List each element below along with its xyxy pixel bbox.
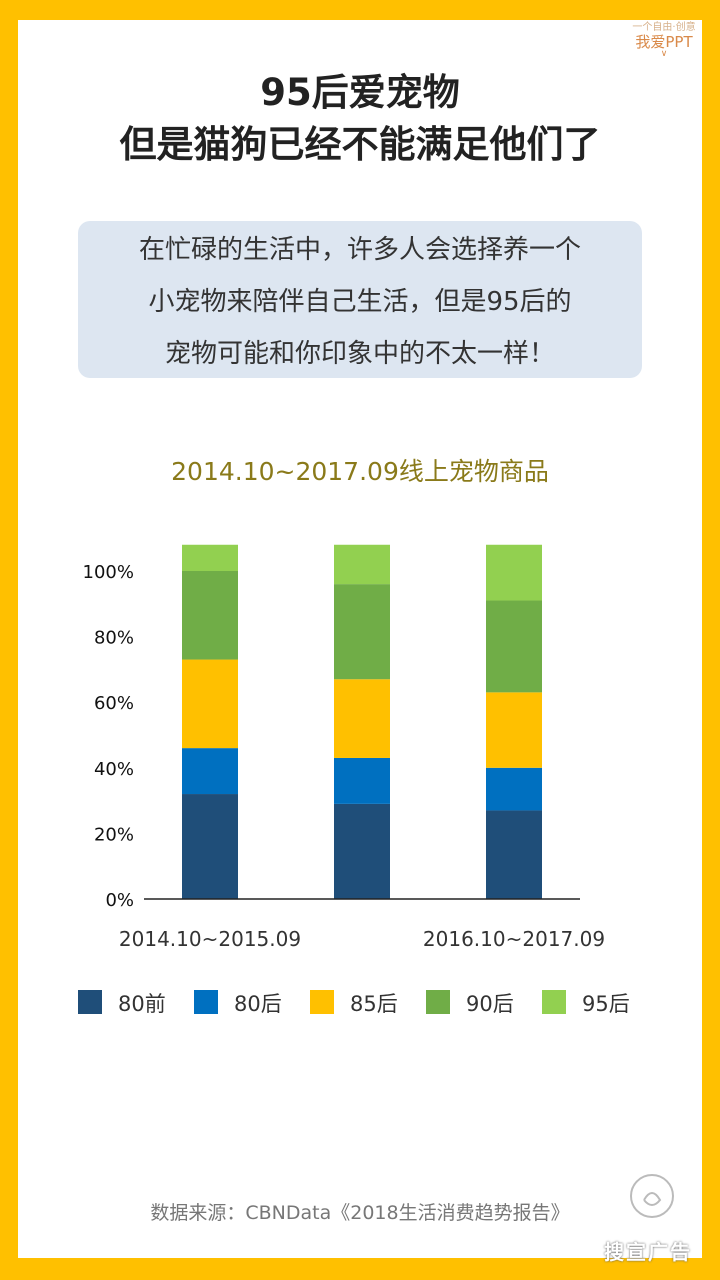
legend-swatch bbox=[194, 990, 218, 1014]
bar-segment bbox=[334, 679, 390, 758]
bar-segment bbox=[486, 692, 542, 768]
y-tick-label: 20% bbox=[94, 824, 134, 845]
legend-label: 80前 bbox=[118, 992, 166, 1016]
legend-swatch bbox=[310, 990, 334, 1014]
logo-tagline: 一个自由·创意 bbox=[632, 22, 696, 33]
brand-logo: 一个自由·创意 我爱PPT ∨ bbox=[628, 22, 700, 62]
intro-box: 在忙碌的生活中，许多人会选择养一个 小宠物来陪伴自己生活，但是95后的 宠物可能… bbox=[78, 221, 642, 378]
stacked-bar-chart: 0% 20% 40% 60% 80% 100% 2014.10~2015.09 2016.10… bbox=[83, 544, 605, 951]
y-tick-label: 100% bbox=[83, 562, 134, 583]
legend-label: 90后 bbox=[466, 992, 514, 1016]
bar-segment bbox=[334, 757, 390, 804]
bar-segment bbox=[334, 584, 390, 680]
legend-swatch bbox=[426, 990, 450, 1014]
bar-segment bbox=[334, 803, 390, 899]
legend-swatch bbox=[542, 990, 566, 1014]
x-tick-label: 2016.10~2017.09 bbox=[423, 927, 605, 951]
watermark-logo-icon bbox=[630, 1174, 674, 1218]
bar-segment bbox=[486, 544, 542, 601]
watermark-text: 搜宣广告 bbox=[604, 1240, 692, 1264]
y-tick-label: 60% bbox=[94, 693, 134, 714]
bar-segment bbox=[182, 794, 238, 899]
bar-segment bbox=[486, 810, 542, 899]
bar-segment bbox=[182, 571, 238, 660]
legend-label: 95后 bbox=[582, 992, 630, 1016]
intro-line-2: 小宠物来陪伴自己生活，但是95后的 bbox=[148, 287, 572, 317]
legend-swatch bbox=[78, 990, 102, 1014]
intro-line-3: 宠物可能和你印象中的不太一样！ bbox=[164, 339, 555, 369]
bar-segment bbox=[182, 659, 238, 749]
logo-chevron-icon: ∨ bbox=[660, 49, 668, 59]
x-tick-label: 2014.10~2015.09 bbox=[119, 927, 301, 951]
y-tick-label: 0% bbox=[105, 890, 134, 911]
legend-label: 85后 bbox=[350, 992, 398, 1016]
intro-line-1: 在忙碌的生活中，许多人会选择养一个 bbox=[138, 235, 581, 265]
bar-segment bbox=[182, 748, 238, 795]
data-source: 数据来源：CBNData《2018生活消费趋势报告》 bbox=[150, 1202, 570, 1224]
bar-segment bbox=[486, 600, 542, 693]
chart-title: 2014.10~2017.09线上宠物商品 bbox=[171, 457, 549, 486]
page-subtitle: 但是猫狗已经不能满足他们了 bbox=[119, 123, 601, 166]
y-tick-label: 40% bbox=[94, 759, 134, 780]
bar-segment bbox=[486, 767, 542, 811]
page-title: 95后爱宠物 bbox=[260, 71, 460, 114]
y-tick-label: 80% bbox=[94, 628, 134, 649]
bar-segment bbox=[334, 544, 390, 585]
bar-segment bbox=[182, 544, 238, 571]
logo-text: 我爱PPT bbox=[635, 33, 693, 51]
legend-label: 80后 bbox=[234, 992, 282, 1016]
